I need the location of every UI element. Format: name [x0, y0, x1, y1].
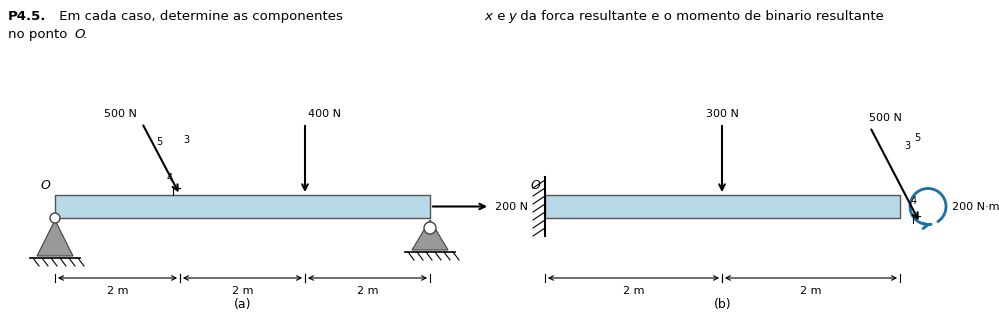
- Text: O: O: [74, 28, 84, 41]
- Text: y: y: [508, 10, 515, 23]
- Text: 2 m: 2 m: [800, 286, 822, 296]
- Text: 2 m: 2 m: [622, 286, 644, 296]
- Bar: [55, 195, 430, 218]
- Polygon shape: [37, 220, 73, 256]
- Text: da forca resultante e o momento de binario resultante: da forca resultante e o momento de binar…: [516, 10, 884, 23]
- Text: 4: 4: [167, 173, 173, 183]
- Text: 3: 3: [904, 141, 910, 151]
- Text: O: O: [530, 179, 540, 192]
- Text: 2 m: 2 m: [357, 286, 379, 296]
- Text: 200 N: 200 N: [495, 202, 528, 211]
- Text: (a): (a): [234, 298, 252, 311]
- Text: Em cada caso, determine as componentes: Em cada caso, determine as componentes: [55, 10, 347, 23]
- Text: 2 m: 2 m: [107, 286, 128, 296]
- Circle shape: [424, 222, 436, 234]
- Text: O: O: [40, 179, 50, 192]
- Text: P4.5.: P4.5.: [8, 10, 46, 23]
- Text: 2 m: 2 m: [232, 286, 254, 296]
- Text: 200 N·m: 200 N·m: [952, 202, 999, 211]
- Bar: [545, 195, 900, 218]
- Text: (b): (b): [713, 298, 731, 311]
- Text: .: .: [83, 28, 87, 41]
- Text: 3: 3: [183, 135, 189, 145]
- Circle shape: [50, 213, 60, 223]
- Text: e: e: [493, 10, 509, 23]
- Text: 500 N: 500 N: [104, 109, 137, 119]
- Text: 500 N: 500 N: [868, 113, 901, 123]
- Polygon shape: [412, 220, 448, 250]
- Text: 300 N: 300 N: [705, 109, 738, 119]
- Text: 5: 5: [914, 133, 920, 143]
- Text: no ponto: no ponto: [8, 28, 72, 41]
- Text: 4: 4: [911, 196, 917, 206]
- Text: 5: 5: [156, 137, 162, 147]
- Text: x: x: [484, 10, 492, 23]
- Text: 400 N: 400 N: [308, 109, 341, 119]
